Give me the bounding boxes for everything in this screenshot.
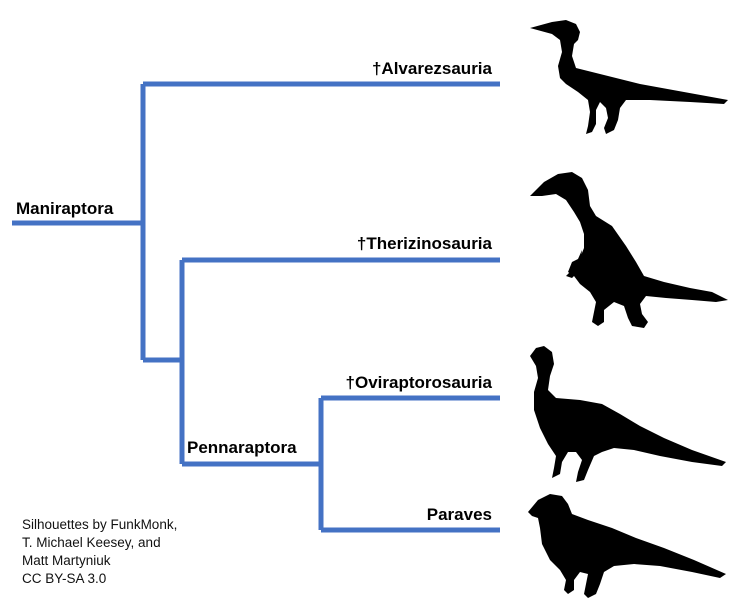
branches bbox=[12, 81, 500, 533]
label-paraves: Paraves bbox=[427, 505, 492, 524]
credit-line: Matt Martyniuk bbox=[22, 553, 111, 568]
paravian-silhouette bbox=[528, 494, 726, 598]
label-alvarezsauria: †Alvarezsauria bbox=[372, 59, 493, 78]
label-oviraptorosauria: †Oviraptorosauria bbox=[346, 373, 493, 392]
label-pennaraptora: Pennaraptora bbox=[187, 438, 297, 457]
credit-line: Silhouettes by FunkMonk, bbox=[22, 517, 178, 532]
alvarezsaur-silhouette bbox=[530, 20, 728, 134]
credit-line: CC BY-SA 3.0 bbox=[22, 571, 107, 586]
silhouette-credit: Silhouettes by FunkMonk, T. Michael Kees… bbox=[22, 516, 177, 588]
therizinosaur-silhouette bbox=[530, 172, 728, 328]
label-therizinosauria: †Therizinosauria bbox=[357, 234, 493, 253]
credit-line: T. Michael Keesey, and bbox=[22, 535, 161, 550]
label-maniraptora: Maniraptora bbox=[16, 199, 114, 218]
oviraptorosaur-silhouette bbox=[530, 346, 726, 482]
